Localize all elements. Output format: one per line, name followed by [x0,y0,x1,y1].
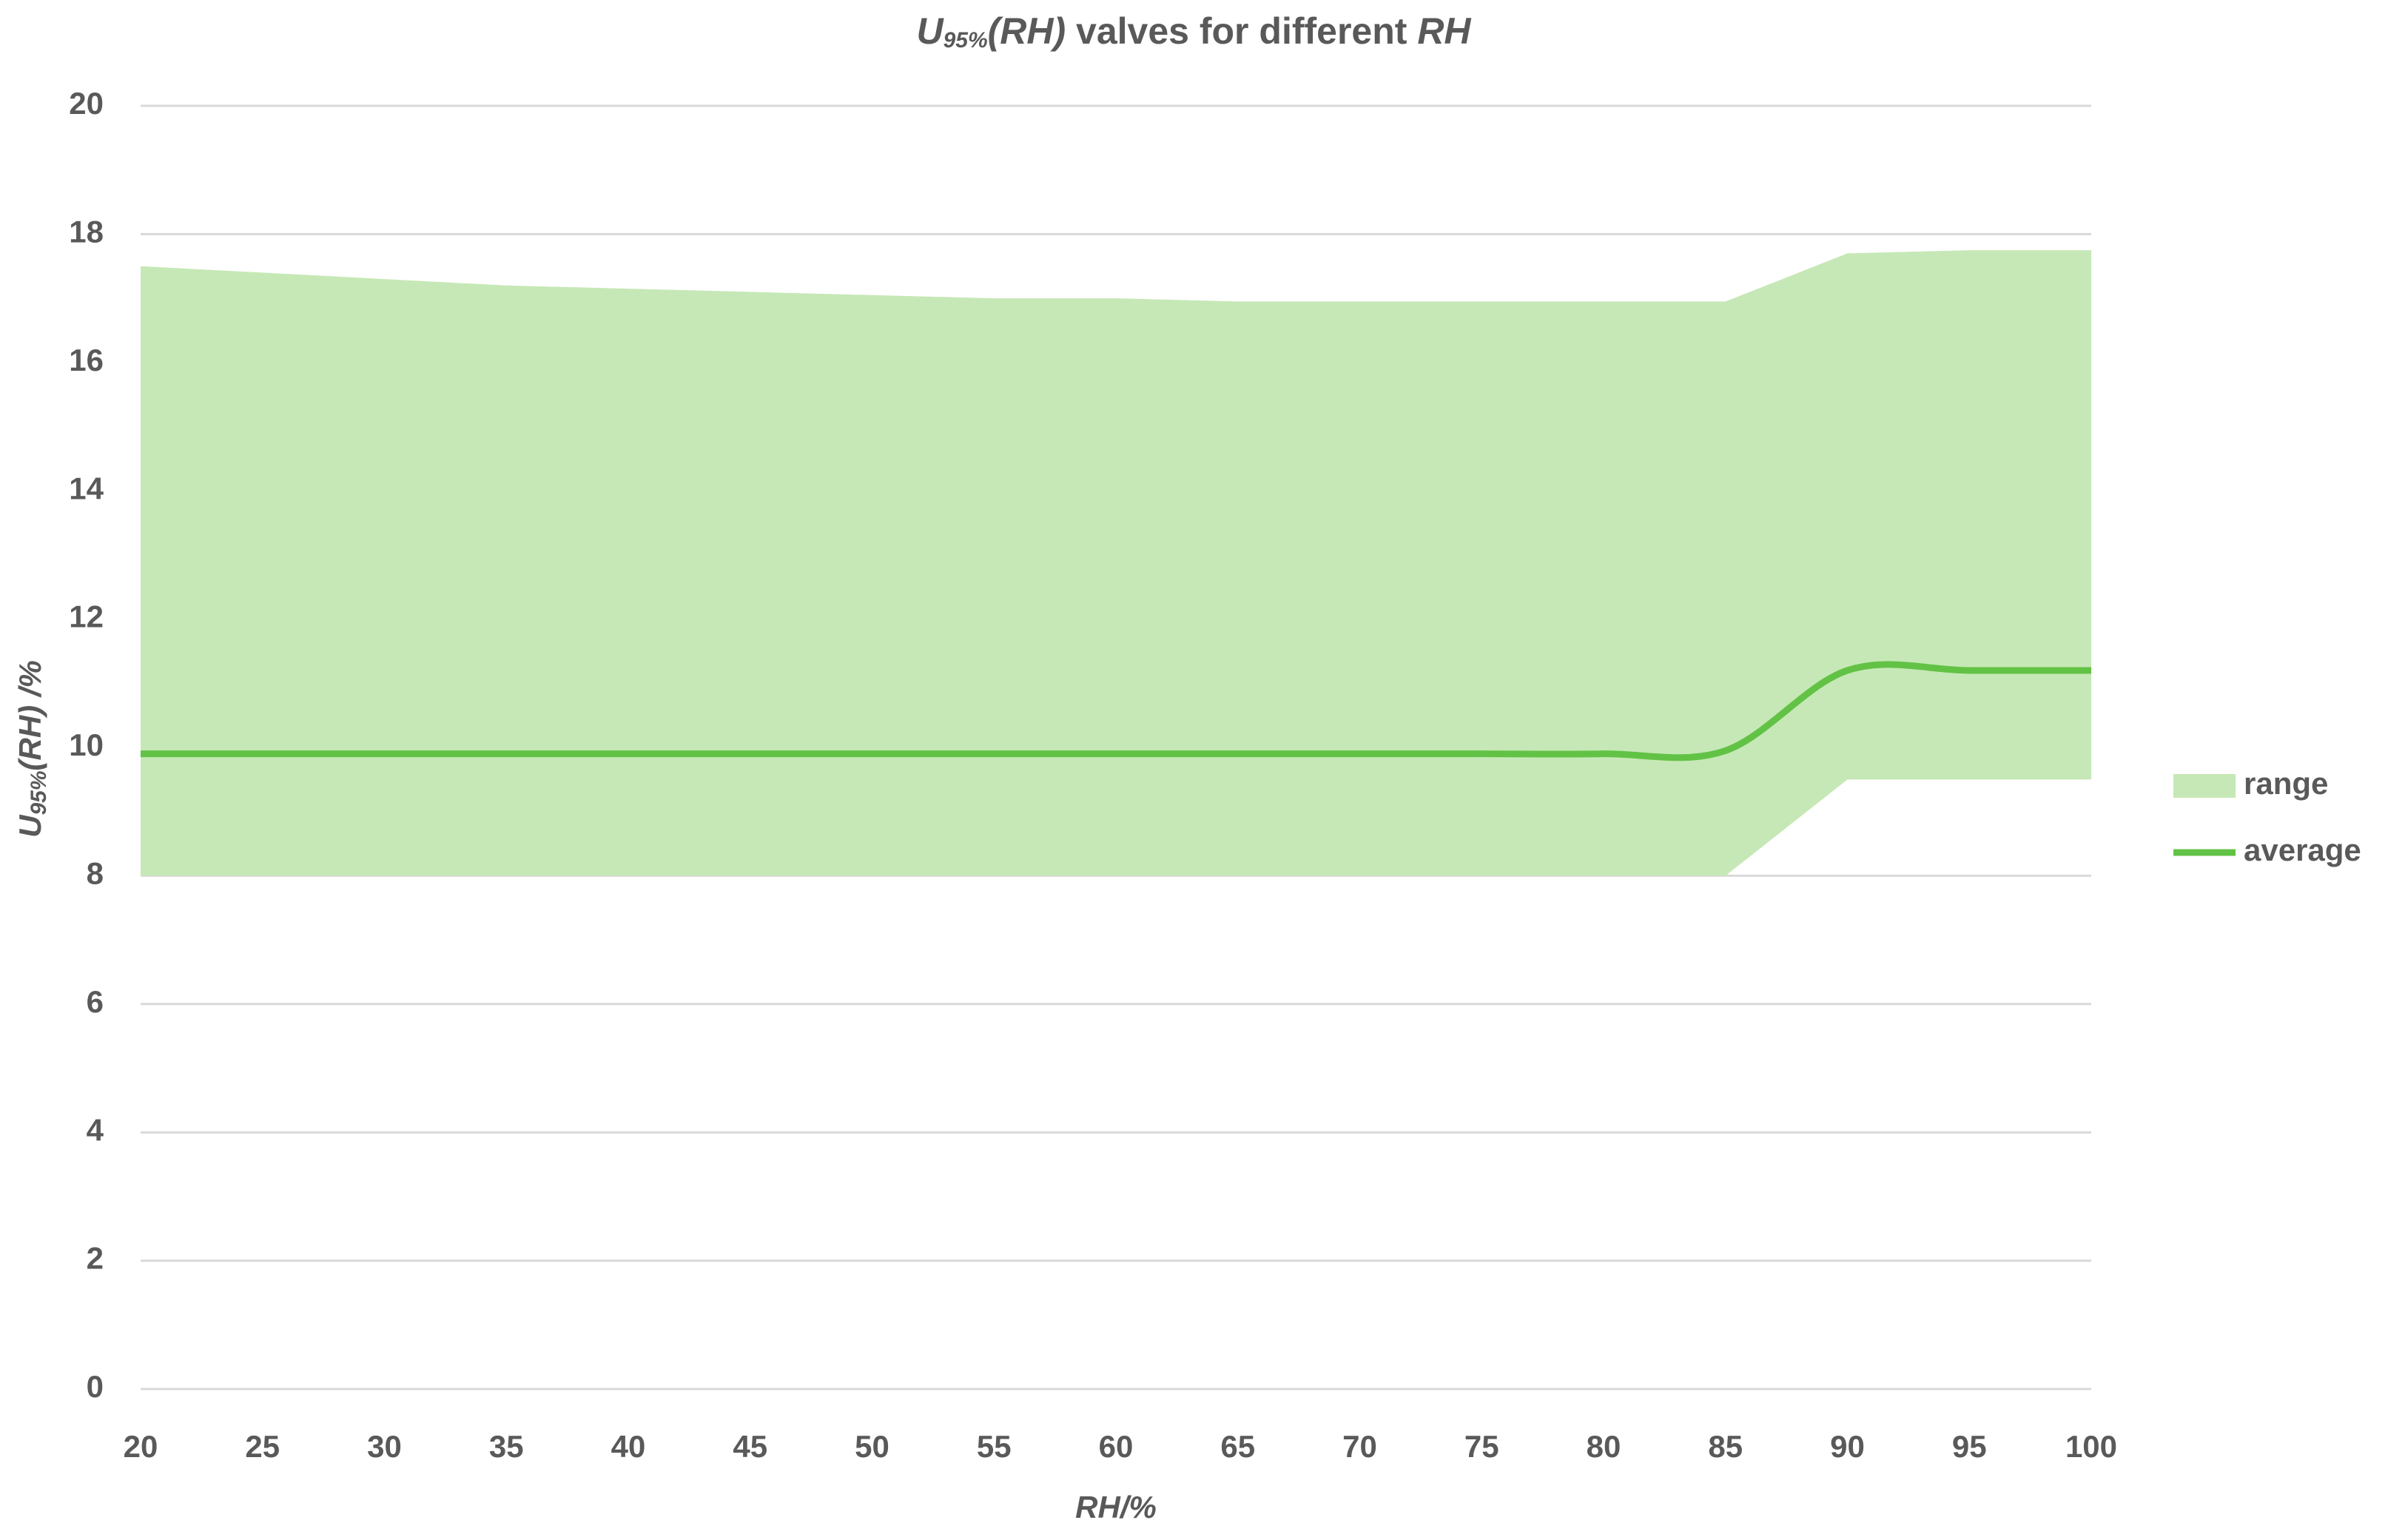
x-tick-label: 65 [1220,1429,1255,1464]
legend-label: range [2244,766,2328,801]
x-tick-label: 45 [733,1429,767,1464]
x-tick-label: 30 [367,1429,402,1464]
y-tick-label: 12 [69,599,104,634]
title-part: RH [1417,10,1471,52]
y-tick-label: 0 [87,1369,104,1404]
x-tick-label: 60 [1099,1429,1134,1464]
x-tick-label: 70 [1342,1429,1377,1464]
title-part: valves for different [1066,10,1417,52]
legend-swatch [2173,774,2236,798]
y-tick-label: 8 [87,855,104,890]
x-tick-label: 55 [977,1429,1012,1464]
x-tick-label: 35 [489,1429,524,1464]
title-part: 95% [944,28,988,53]
y-axis-label: U95%(RH) /% [13,660,51,838]
x-tick-label: 40 [611,1429,646,1464]
x-tick-label: 20 [124,1429,158,1464]
y-tick-label: 2 [87,1241,104,1276]
x-tick-label: 75 [1464,1429,1499,1464]
y-tick-label: 10 [69,727,104,762]
x-tick-label: 80 [1587,1429,1621,1464]
x-tick-label: 25 [245,1429,280,1464]
average-line [140,661,2091,761]
title-part: U [916,10,944,52]
range-area [141,250,2091,876]
x-tick-label: 50 [855,1429,889,1464]
y-label-part: 95% [27,770,51,815]
title-part: (RH) [988,10,1066,52]
y-tick-label: 4 [87,1112,104,1147]
y-tick-label: 14 [69,471,104,505]
legend-label: average [2244,833,2361,867]
x-tick-label: 95 [1952,1429,1987,1464]
y-tick-label: 6 [87,984,104,1019]
y-tick-label: 20 [69,86,104,121]
x-tick-label: 100 [2065,1429,2117,1464]
y-label-part: U [13,814,47,838]
y-tick-label: 18 [69,214,104,249]
x-axis-label: RH/% [1075,1490,1157,1524]
x-tick-label: 90 [1830,1429,1865,1464]
chart-title: U95%(RH) valves for different RH [916,10,1471,53]
x-tick-label: 85 [1708,1429,1743,1464]
y-tick-label: 16 [69,343,104,377]
y-label-part: (RH) /% [13,660,47,770]
